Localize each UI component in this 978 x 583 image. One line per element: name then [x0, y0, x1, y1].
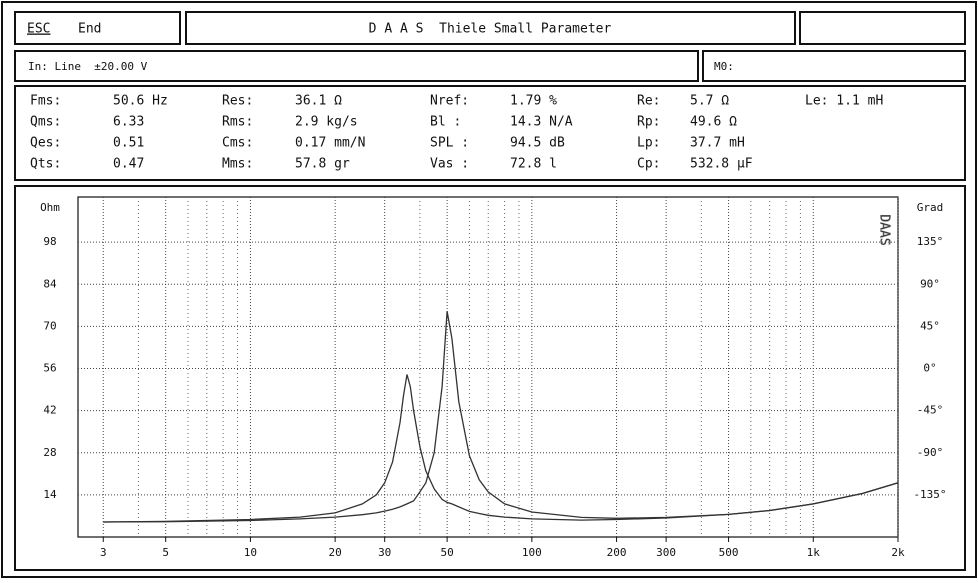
y-tick-label: 28	[43, 446, 56, 459]
parameter-label: SPL :	[430, 136, 469, 151]
parameter-value: 0.47	[113, 157, 144, 172]
y-tick-label: 70	[43, 319, 56, 332]
parameter-value: 2.9 kg/s	[295, 115, 358, 130]
parameter-value: 0.51	[113, 136, 144, 151]
parameter-label: Bl :	[430, 115, 461, 130]
parameter-value: 50.6 Hz	[113, 94, 168, 109]
y2-tick-label: 135°	[917, 235, 944, 248]
parameter-label: Lp:	[637, 136, 660, 151]
title-box	[185, 11, 796, 45]
x-tick-label: 20	[329, 546, 342, 559]
parameter-label: Vas :	[430, 157, 469, 172]
x-tick-label: 10	[244, 546, 257, 559]
parameter-label: Qms:	[30, 115, 61, 130]
parameter-label: Mms:	[222, 157, 253, 172]
empty-box	[799, 11, 966, 45]
x-tick-label: 500	[719, 546, 739, 559]
parameter-value: 532.8 µF	[690, 157, 753, 172]
y2-tick-label: -45°	[917, 404, 944, 417]
parameter-value: 49.6 Ω	[690, 115, 737, 130]
x-tick-label: 50	[440, 546, 453, 559]
parameter-value: 1.79 %	[510, 94, 557, 109]
y2-tick-label: -90°	[917, 446, 944, 459]
parameter-label: Rp:	[637, 115, 660, 130]
parameter-value: 14.3 N/A	[510, 115, 573, 130]
y2-tick-label: Grad	[917, 201, 944, 214]
impedance-curve	[103, 311, 899, 523]
parameter-value: 36.1 Ω	[295, 94, 342, 109]
parameter-label: Fms:	[30, 94, 61, 109]
plot: 3 5 10 20 30 50 100 200 300 500 1k 2k 14 28 42 56 70 84 98…	[40, 196, 947, 559]
y2-tick-label: 0°	[923, 362, 936, 375]
parameter-box	[14, 85, 966, 181]
input-line: In: Line ±20.00 V	[28, 60, 148, 73]
x-tick-label: 3	[100, 546, 107, 559]
x-tick-label: 5	[162, 546, 169, 559]
watermark: DAAS	[877, 214, 892, 245]
y-tick-label: 84	[43, 277, 57, 290]
parameter-label: Cms:	[222, 136, 253, 151]
parameter-label: Rms:	[222, 115, 253, 130]
parameter-value: 6.33	[113, 115, 144, 130]
m0-box	[702, 50, 966, 82]
x-tick-label: 30	[378, 546, 391, 559]
x-tick-label: 1k	[807, 546, 821, 559]
parameter-label: Re:	[637, 94, 660, 109]
impedance-curve	[103, 374, 899, 523]
esc-key[interactable]: ESC	[27, 22, 50, 37]
input-box	[14, 50, 699, 82]
y-tick-label: 14	[43, 488, 57, 501]
parameter-value: 0.17 mm/N	[295, 136, 365, 151]
end-label[interactable]: End	[78, 22, 101, 37]
parameter-value: 94.5 dB	[510, 136, 565, 151]
x-tick-label: 100	[522, 546, 542, 559]
y-tick-label: Ohm	[40, 201, 60, 214]
y2-tick-label: 45°	[920, 319, 940, 332]
parameter-label: Qes:	[30, 136, 61, 151]
y-tick-label: 42	[43, 404, 56, 417]
y-tick-label: 98	[43, 235, 56, 248]
parameter-value: 57.8 gr	[295, 157, 350, 172]
y2-tick-label: 90°	[920, 277, 940, 290]
x-tick-label: 200	[607, 546, 627, 559]
chart-box	[14, 185, 966, 571]
y2-tick-label: -135°	[913, 488, 946, 501]
parameter-label: Res:	[222, 94, 253, 109]
parameters: Fms: 50.6 Hz Res: 36.1 Ω Nref: 1.79 % Re: 5.7 Ω…	[30, 94, 883, 172]
x-tick-label: 300	[656, 546, 676, 559]
title: D A A S Thiele Small Parameter	[369, 22, 612, 37]
parameter-value: 5.7 Ω	[690, 94, 729, 109]
parameter-label: Cp:	[637, 157, 660, 172]
parameter-value: 37.7 mH	[690, 136, 745, 151]
parameter-label: Qts:	[30, 157, 61, 172]
parameter-label: Le: 1.1 mH	[805, 94, 883, 109]
y-tick-label: 56	[43, 362, 56, 375]
x-tick-label: 2k	[891, 546, 905, 559]
parameter-label: Nref:	[430, 94, 469, 109]
esc-button[interactable]	[14, 11, 181, 45]
parameter-value: 72.8 l	[510, 157, 557, 172]
m0-label: M0:	[714, 60, 734, 73]
